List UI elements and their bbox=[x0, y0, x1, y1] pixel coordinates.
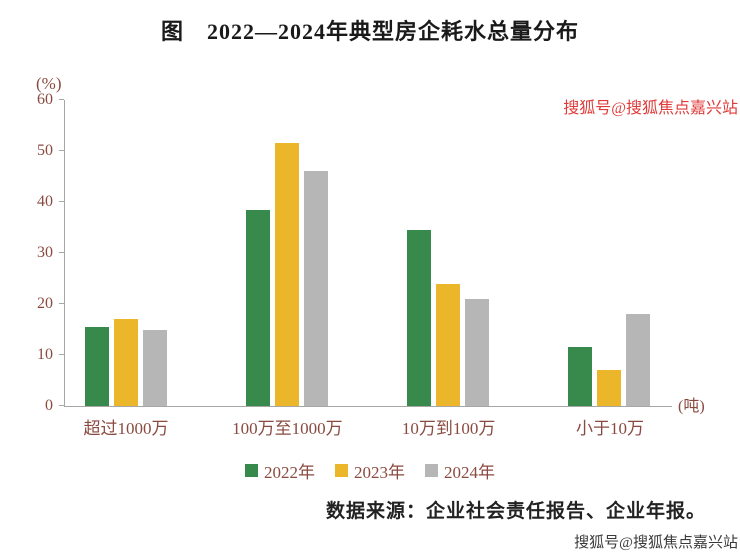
chart-area: 0 10 20 30 40 50 60 bbox=[37, 92, 672, 414]
y-tick-mark bbox=[59, 99, 64, 100]
y-tick-mark bbox=[59, 405, 64, 406]
legend-swatch bbox=[335, 464, 348, 477]
bar-group bbox=[246, 100, 330, 406]
bar-group bbox=[85, 100, 169, 406]
y-tick-mark bbox=[59, 252, 64, 253]
y-tick-label: 0 bbox=[45, 397, 53, 414]
legend-swatch bbox=[425, 464, 438, 477]
bar bbox=[246, 209, 270, 406]
x-axis-labels: 超过1000万 100万至1000万 10万到100万 小于10万 bbox=[64, 414, 672, 439]
y-tick-mark bbox=[59, 201, 64, 202]
y-tick-label: 40 bbox=[37, 193, 53, 210]
bar-group bbox=[568, 100, 652, 406]
bar bbox=[436, 283, 460, 406]
x-category-label: 100万至1000万 bbox=[232, 419, 343, 438]
legend: 2022年 2023年 2024年 bbox=[0, 458, 740, 483]
legend-label: 2024年 bbox=[444, 463, 495, 482]
bar bbox=[85, 326, 109, 406]
y-tick-label: 60 bbox=[37, 91, 53, 108]
watermark-top: 搜狐号@搜狐焦点嘉兴站 bbox=[563, 100, 738, 117]
bar bbox=[304, 171, 328, 406]
legend-swatch bbox=[245, 464, 258, 477]
legend-label: 2022年 bbox=[264, 463, 315, 482]
plot-area bbox=[65, 100, 672, 406]
x-category-label: 10万到100万 bbox=[401, 419, 496, 438]
y-tick-label: 50 bbox=[37, 142, 53, 159]
bar bbox=[143, 329, 167, 406]
bar bbox=[568, 347, 592, 406]
legend-item: 2023年 bbox=[335, 458, 405, 483]
y-axis-unit-label: (%) bbox=[36, 74, 62, 93]
legend-item: 2022年 bbox=[245, 458, 315, 483]
x-category-label: 超过1000万 bbox=[83, 419, 169, 438]
y-axis: 0 10 20 30 40 50 60 bbox=[37, 92, 672, 414]
chart-title: 图 2022—2024年典型房企耗水总量分布 bbox=[160, 19, 579, 44]
bar bbox=[597, 370, 621, 406]
bar bbox=[626, 314, 650, 406]
bar-group bbox=[407, 100, 491, 406]
bar bbox=[407, 230, 431, 406]
bar bbox=[275, 143, 299, 406]
y-tick-mark bbox=[59, 150, 64, 151]
x-category-label: 小于10万 bbox=[575, 419, 644, 438]
y-tick-mark bbox=[59, 354, 64, 355]
watermark-bottom: 搜狐号@搜狐焦点嘉兴站 bbox=[574, 535, 738, 551]
source-note: 数据来源：企业社会责任报告、企业年报。 bbox=[325, 501, 706, 522]
y-tick-label: 30 bbox=[37, 244, 53, 261]
legend-item: 2024年 bbox=[425, 458, 495, 483]
x-axis-unit-label: (吨) bbox=[678, 398, 705, 415]
y-tick-mark bbox=[59, 303, 64, 304]
bar bbox=[114, 319, 138, 406]
bar bbox=[465, 298, 489, 406]
y-tick-label: 20 bbox=[37, 295, 53, 312]
legend-label: 2023年 bbox=[354, 463, 405, 482]
y-tick-label: 10 bbox=[37, 346, 53, 363]
